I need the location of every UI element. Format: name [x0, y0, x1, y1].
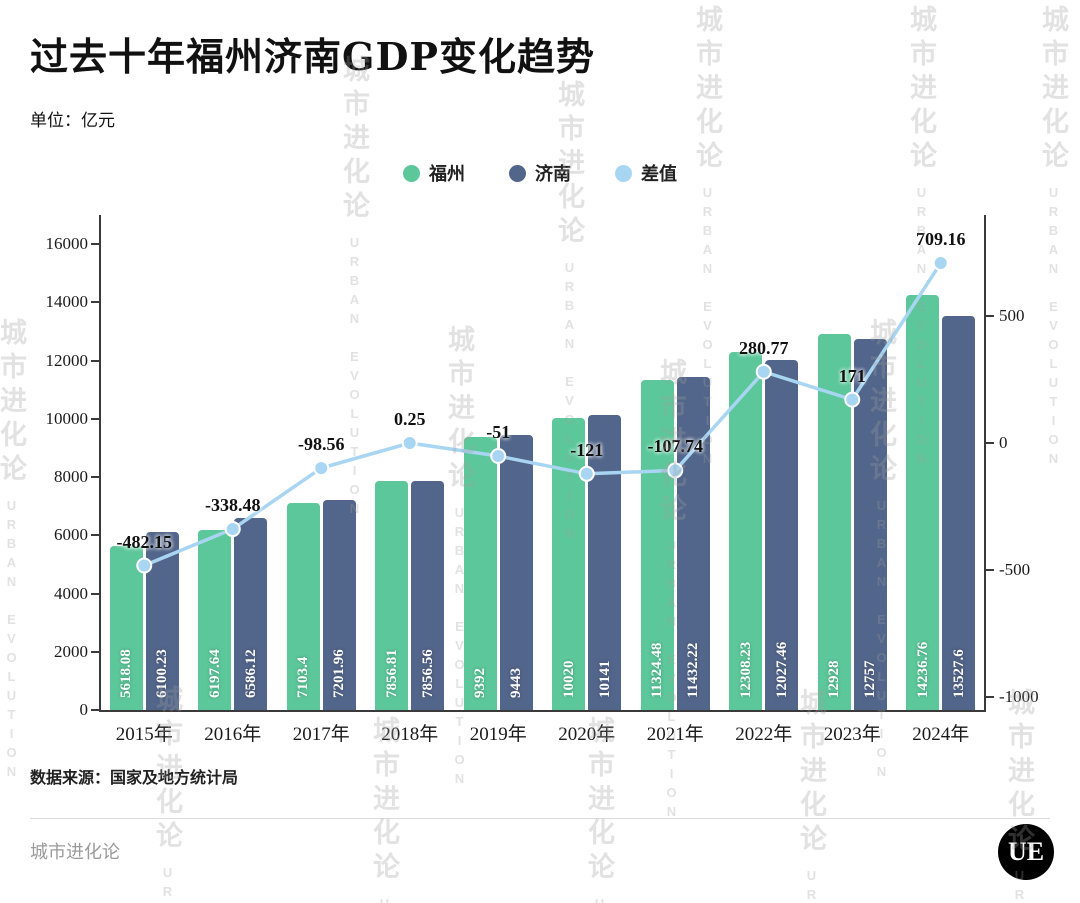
bar-济南-2016年	[234, 518, 268, 710]
diff-point-2017年	[313, 460, 330, 477]
diff-point-2019年	[490, 448, 507, 465]
x-axis-label: 2015年	[115, 724, 173, 745]
footer-brand: 城市进化论	[30, 842, 120, 862]
x-axis-label: 2017年	[292, 724, 350, 745]
x-axis-line	[99, 710, 986, 712]
bar-济南-2017年	[322, 500, 356, 710]
diff-value-label: -482.15	[116, 531, 173, 552]
diff-point-2016年	[224, 521, 241, 538]
bar-福州-2016年	[198, 529, 232, 710]
legend-label: 差值	[641, 164, 677, 184]
diff-point-2024年	[932, 254, 949, 271]
y-axis-tick-label: 6000	[54, 525, 88, 545]
bar-济南-2022年	[765, 359, 799, 710]
footer-divider	[30, 818, 1050, 819]
bar-福州-2022年	[729, 351, 763, 710]
y-axis-tick-label: 4000	[54, 583, 88, 603]
left-axis-tick	[91, 476, 100, 479]
left-axis-tick	[91, 650, 100, 653]
legend-label: 济南	[535, 164, 571, 184]
right-axis-tick-label: 500	[999, 306, 1025, 326]
y-axis-tick-label: 12000	[45, 350, 89, 370]
right-axis-tick	[985, 696, 994, 699]
bar-福州-2021年	[640, 380, 674, 710]
diff-point-2022年	[755, 363, 772, 380]
diff-point-2021年	[667, 462, 684, 479]
legend-item-差值: 差值	[615, 160, 677, 186]
legend-marker	[615, 164, 632, 182]
x-axis-label: 2024年	[912, 724, 970, 745]
bar-福州-2015年	[109, 546, 143, 710]
x-axis-label: 2016年	[204, 724, 262, 745]
bar-济南-2024年	[942, 316, 976, 710]
left-axis-tick	[91, 709, 100, 711]
x-axis-label: 2020年	[558, 724, 616, 745]
left-axis-tick	[91, 592, 100, 595]
y-axis-tick-label: 14000	[45, 292, 89, 312]
diff-value-label: 171	[838, 365, 866, 386]
legend-marker	[403, 164, 420, 182]
y-axis-left-line	[99, 215, 101, 710]
page-title: 过去十年福州济南GDP变化趋势	[30, 34, 595, 79]
legend-item-济南: 济南	[509, 160, 571, 186]
diff-point-2018年	[401, 435, 418, 452]
left-axis-tick	[91, 243, 100, 246]
x-axis-label: 2022年	[735, 724, 793, 745]
diff-value-label: 709.16	[916, 228, 966, 249]
diff-value-label: -98.56	[298, 434, 345, 455]
x-axis-label: 2023年	[823, 724, 881, 745]
right-axis-tick	[985, 569, 994, 572]
legend-marker	[509, 164, 526, 182]
diff-point-2015年	[136, 557, 153, 574]
brand-logo: UE	[998, 824, 1054, 880]
diff-line	[142, 261, 943, 568]
bar-福州-2018年	[375, 481, 409, 710]
diff-point-2023年	[844, 391, 861, 408]
legend-item-福州: 福州	[403, 160, 465, 186]
source-note: 数据来源：国家及地方统计局	[30, 770, 239, 787]
bar-福州-2017年	[286, 503, 320, 710]
x-axis-label: 2021年	[646, 724, 704, 745]
right-axis-tick-label: -1000	[999, 687, 1039, 707]
bar-福州-2024年	[906, 295, 940, 710]
left-axis-tick	[91, 301, 100, 304]
right-axis-tick-label: -500	[999, 560, 1031, 580]
left-axis-tick	[91, 417, 100, 420]
x-axis-label: 2018年	[381, 724, 439, 745]
diff-value-label: -338.48	[205, 495, 261, 516]
y-axis-tick-label: 8000	[54, 467, 88, 487]
bar-济南-2018年	[411, 481, 445, 710]
bar-济南-2019年	[499, 435, 533, 710]
diff-value-label: -121	[570, 439, 604, 460]
right-axis-tick-label: 0	[999, 433, 1008, 453]
right-axis-tick	[985, 442, 994, 445]
left-axis-tick	[91, 359, 100, 362]
y-axis-tick-label: 2000	[54, 641, 88, 661]
right-axis-tick	[985, 315, 994, 318]
y-axis-tick-label: 16000	[45, 234, 89, 254]
bar-济南-2020年	[588, 414, 622, 710]
diff-value-label: -107.74	[647, 436, 704, 457]
diff-point-2020年	[578, 465, 595, 482]
diff-value-label: 280.77	[739, 337, 789, 358]
y-axis-tick-label: 0	[79, 700, 89, 719]
legend: 福州 济南 差值	[0, 160, 1080, 186]
left-axis-tick	[91, 534, 100, 537]
legend-label: 福州	[429, 164, 465, 184]
x-axis-label: 2019年	[469, 724, 527, 745]
diff-value-label: 0.25	[394, 409, 426, 429]
bar-福州-2019年	[463, 436, 497, 710]
y-axis-tick-label: 10000	[45, 408, 89, 428]
diff-value-label: -51	[486, 422, 511, 443]
y-axis-right-line	[984, 215, 986, 710]
bar-济南-2021年	[676, 377, 710, 710]
unit-label: 单位：亿元	[30, 111, 115, 130]
